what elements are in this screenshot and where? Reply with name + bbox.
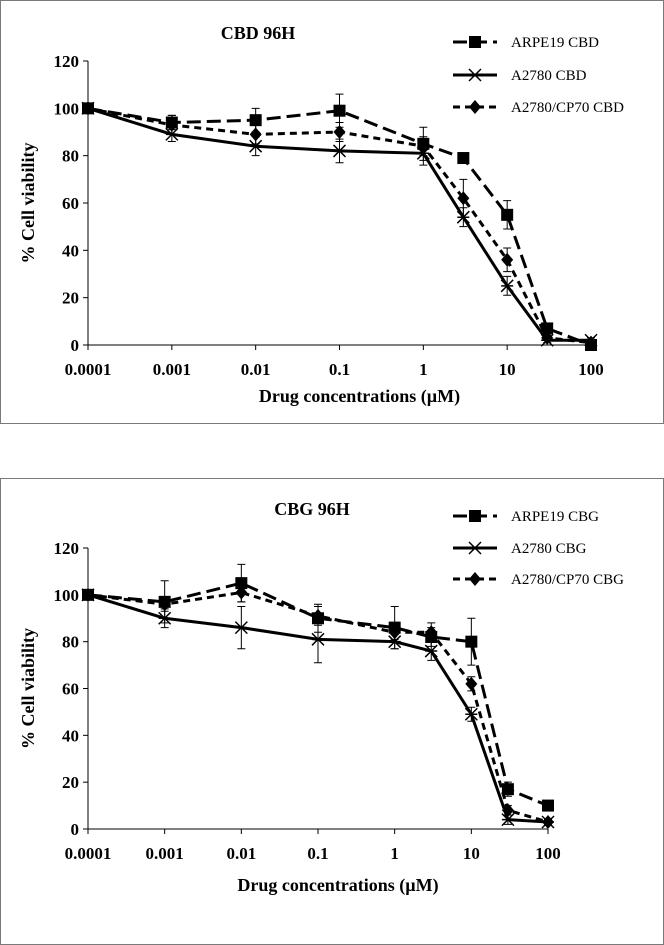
x-tick-label: 1	[419, 360, 428, 379]
data-point	[464, 707, 478, 721]
data-point	[541, 322, 554, 335]
legend-label: A2780 CBD	[511, 68, 587, 84]
y-tick-label: 80	[62, 147, 79, 166]
legend-label: ARPE19 CBG	[511, 509, 599, 525]
legend-label: A2780 CBG	[511, 541, 587, 557]
x-tick-label: 0.0001	[65, 844, 112, 863]
data-point	[234, 621, 248, 635]
x-tick-label: 10	[499, 360, 516, 379]
series-diamond	[82, 101, 597, 350]
x-tick-label: 100	[578, 360, 604, 379]
data-point	[158, 611, 172, 625]
x-tick-label: 0.01	[226, 844, 256, 863]
y-tick-label: 120	[54, 539, 80, 558]
x-tick-label: 1	[390, 844, 399, 863]
chart-panel-cbd: CBD 96H 0 20 40 60 80 100 120 0.0001 0.001 0.01 0.1…	[0, 0, 664, 424]
data-point	[333, 104, 346, 117]
data-point	[501, 783, 514, 796]
x-tick-label: 0.1	[307, 844, 328, 863]
y-tick-label: 60	[62, 680, 79, 699]
y-tick-label: 0	[71, 820, 80, 839]
legend-marker	[469, 36, 481, 48]
y-tick-label: 20	[62, 289, 79, 308]
x-tick-label: 0.001	[146, 844, 184, 863]
legend-entry: A2780 CBG	[453, 541, 587, 557]
y-axis-label: % Cell viability	[18, 143, 38, 264]
data-point	[388, 635, 402, 649]
x-tick-label: 0.1	[329, 360, 350, 379]
data-point	[457, 152, 470, 165]
x-tick-label: 10	[463, 844, 480, 863]
legend-marker	[468, 541, 482, 555]
x-tick-label: 100	[535, 844, 561, 863]
y-tick-label: 40	[62, 726, 79, 745]
data-point	[417, 139, 430, 154]
data-point	[500, 279, 514, 293]
data-point	[501, 208, 514, 221]
data-point	[158, 597, 171, 612]
series-diamond	[82, 582, 554, 829]
data-point	[542, 814, 554, 829]
data-point	[82, 587, 94, 602]
x-axis-label: Drug concentrations (µM)	[237, 875, 438, 896]
chart-title: CBD 96H	[221, 23, 296, 43]
data-point	[501, 803, 514, 818]
legend-marker	[468, 68, 482, 82]
y-tick-label: 20	[62, 773, 79, 792]
x-axis-label: Drug concentrations (µM)	[259, 386, 460, 407]
data-point	[424, 644, 438, 658]
series-line	[87, 581, 549, 807]
data-point	[311, 632, 325, 646]
y-tick-label: 60	[62, 194, 79, 213]
x-tick-label: 0.01	[241, 360, 271, 379]
y-tick-label: 40	[62, 241, 79, 260]
chart-panel-cbg: CBG 96H 0 20 40 60 80 100 120 0.0001 0.001 0.01 0.1…	[0, 478, 664, 945]
chart-cbg-svg: CBG 96H 0 20 40 60 80 100 120 0.0001 0.001 0.01 0.1…	[18, 499, 624, 896]
data-point	[332, 144, 347, 158]
data-point	[235, 585, 248, 600]
legend-entry: A2780 CBD	[453, 68, 587, 84]
legend-label: A2780/CP70 CBG	[511, 572, 624, 588]
x-tick-label: 0.001	[153, 360, 191, 379]
legend-marker	[469, 100, 481, 114]
legend-label: A2780/CP70 CBD	[511, 100, 624, 116]
legend-marker	[469, 572, 481, 586]
data-point	[249, 114, 262, 127]
data-point	[249, 127, 262, 142]
data-point	[249, 139, 263, 153]
legend-entry: A2780/CP70 CBG	[453, 572, 624, 588]
data-point	[465, 676, 478, 691]
y-axis-label: % Cell viability	[18, 628, 38, 749]
y-tick-label: 120	[54, 52, 80, 71]
data-point	[542, 799, 554, 812]
data-point	[425, 625, 438, 640]
y-tick-label: 80	[62, 633, 79, 652]
x-tick-label: 0.0001	[65, 360, 112, 379]
data-point	[388, 625, 401, 640]
data-point	[333, 125, 346, 139]
data-point	[541, 330, 554, 345]
data-point	[501, 813, 515, 827]
legend-entry: ARPE19 CBD	[453, 35, 599, 51]
data-point	[465, 635, 478, 648]
chart-cbd-svg: CBD 96H 0 20 40 60 80 100 120 0.0001 0.001 0.01 0.1…	[18, 23, 624, 407]
data-point	[165, 117, 178, 132]
legend-entry: ARPE19 CBG	[453, 509, 599, 525]
legend-entry: A2780/CP70 CBD	[453, 100, 624, 116]
legend-marker	[469, 510, 481, 522]
data-point	[82, 101, 94, 116]
data-point	[312, 608, 324, 623]
data-point	[585, 335, 597, 350]
chart-title: CBG 96H	[274, 499, 350, 519]
legend-label: ARPE19 CBD	[511, 35, 599, 51]
y-tick-label: 0	[71, 336, 80, 355]
y-tick-label: 100	[54, 586, 80, 605]
data-point	[457, 191, 470, 206]
y-tick-label: 100	[54, 99, 80, 118]
